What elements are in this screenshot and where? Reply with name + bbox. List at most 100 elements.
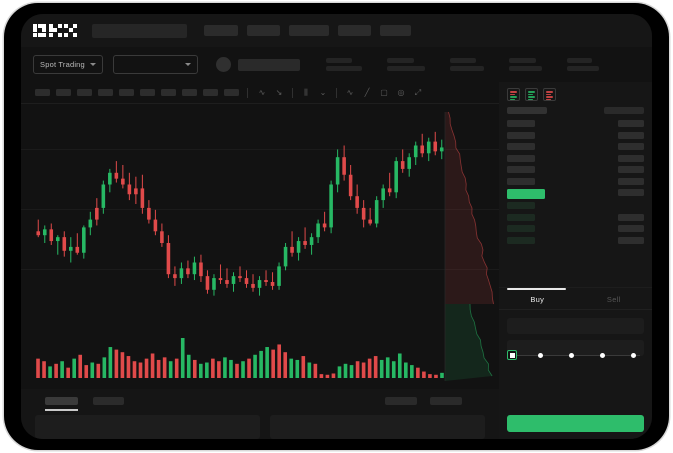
tab-buy-label: Buy	[530, 295, 545, 304]
buy-sell-tabs: Buy Sell	[499, 288, 652, 310]
slider-handle-inner	[510, 353, 515, 358]
volume-histogram	[36, 338, 444, 378]
market-type-label: Spot Trading	[40, 60, 85, 69]
stat-low-24h-label	[509, 58, 536, 63]
timeframe-5m[interactable]	[56, 89, 71, 96]
orderbook-bid-price[interactable]	[507, 213, 535, 221]
orderbook-ask-price[interactable]	[507, 120, 535, 127]
order-price-field[interactable]	[507, 318, 644, 334]
timeframe-30m[interactable]	[98, 89, 113, 96]
orderbook-view-both-icon[interactable]	[507, 88, 520, 101]
orderbook-ask-amount[interactable]	[618, 143, 644, 150]
timeframe-more[interactable]	[224, 89, 239, 96]
chevron-down-icon[interactable]: ⌄	[319, 87, 327, 97]
orders-card-right[interactable]	[269, 415, 485, 439]
settings-gear-icon[interactable]: ◎	[397, 87, 405, 97]
nav-item-1[interactable]	[204, 25, 238, 36]
slider-handle[interactable]	[507, 350, 517, 360]
pair-summary[interactable]	[216, 57, 300, 72]
nav-item-2[interactable]	[247, 25, 280, 36]
orders-card-left[interactable]	[35, 415, 260, 439]
order-book-panel[interactable]	[499, 82, 652, 287]
timeframe-4h[interactable]	[140, 89, 155, 96]
slider-step-50[interactable]	[569, 352, 574, 358]
chart-toolbar: ∿ ↘ ⫼ ⌄ ∿ ╱ ▢ ◎ ⤢	[21, 82, 499, 104]
stat-change-label	[387, 58, 414, 63]
orderbook-rows	[499, 107, 652, 275]
stat-volume-24h	[567, 58, 599, 71]
orderbook-ask-amount[interactable]	[618, 120, 644, 127]
amount-percent-slider[interactable]	[507, 350, 644, 360]
tab-order-history[interactable]	[93, 397, 124, 405]
timeframe-1h[interactable]	[119, 89, 134, 96]
orderbook-icon-bar	[546, 96, 553, 98]
buy-submit-button[interactable]	[507, 415, 644, 432]
orderbook-bid-price[interactable]	[507, 202, 535, 209]
orders-panel	[21, 389, 499, 439]
okx-logo-glyph-0	[33, 23, 46, 38]
nav-search-field[interactable]	[92, 23, 187, 38]
timeframe-buttons	[35, 89, 239, 96]
timeframe-15m[interactable]	[77, 89, 92, 96]
trade-form-panel[interactable]: Buy Sell	[499, 287, 652, 439]
nav-item-5[interactable]	[380, 25, 411, 36]
orderbook-view-bids-icon[interactable]	[525, 88, 538, 101]
toolbar-divider	[336, 87, 337, 98]
orderbook-ask-price[interactable]	[507, 143, 535, 150]
line-chart-icon[interactable]: ∿	[346, 87, 354, 97]
chevron-down-icon	[90, 63, 96, 66]
orderbook-ask-amount[interactable]	[618, 131, 644, 139]
tab-open-orders[interactable]	[45, 397, 78, 405]
tab-buy[interactable]: Buy	[499, 288, 576, 309]
indicators-icon[interactable]: ∿	[258, 87, 266, 97]
slider-step-25[interactable]	[538, 352, 543, 358]
orderbook-bid-price[interactable]	[507, 225, 535, 232]
timeframe-1m-month[interactable]	[203, 89, 218, 96]
depth-chart-overlay	[444, 111, 494, 381]
timeframe-1m[interactable]	[35, 89, 50, 96]
tab-sell[interactable]: Sell	[576, 288, 653, 309]
orderbook-ask-amount[interactable]	[618, 177, 644, 185]
avatar	[216, 57, 231, 72]
orderbook-bid-price[interactable]	[507, 236, 535, 244]
orderbook-bid-amount[interactable]	[618, 225, 644, 232]
orderbook-header-price	[507, 107, 547, 114]
stat-last-price-value	[326, 66, 362, 71]
orderbook-icon-bar	[528, 93, 533, 96]
fullscreen-icon[interactable]: ⤢	[414, 87, 422, 97]
compare-icon[interactable]: ↘	[275, 87, 283, 97]
orderbook-ask-amount[interactable]	[618, 154, 644, 162]
orderbook-bid-amount[interactable]	[618, 236, 644, 244]
order-amount-field[interactable]	[507, 340, 644, 356]
chart-type-icon[interactable]: ⫼	[304, 87, 308, 97]
price-chart-panel[interactable]	[21, 104, 499, 389]
orderbook-ask-amount[interactable]	[618, 166, 644, 173]
stat-volume-24h-value	[567, 66, 599, 71]
slider-step-75[interactable]	[600, 352, 605, 358]
bottom-action-1[interactable]	[385, 397, 417, 405]
bottom-action-2[interactable]	[430, 397, 462, 405]
camera-icon[interactable]: ▢	[380, 87, 388, 97]
okx-logo-glyph-1	[48, 23, 62, 38]
market-type-select[interactable]: Spot Trading	[33, 55, 103, 74]
timeframe-1w[interactable]	[182, 89, 197, 96]
chart-gridline	[21, 149, 499, 150]
pair-select[interactable]	[113, 55, 198, 74]
orderbook-view-asks-icon[interactable]	[543, 88, 556, 101]
orderbook-last-price-row[interactable]	[507, 189, 545, 199]
okx-logo[interactable]	[33, 23, 77, 38]
ticker-stats	[326, 58, 599, 71]
nav-item-4[interactable]	[338, 25, 371, 36]
orderbook-ask-price[interactable]	[507, 177, 535, 185]
orderbook-bid-amount[interactable]	[618, 213, 644, 221]
okx-logo-glyph-2	[64, 23, 77, 38]
timeframe-1d[interactable]	[161, 89, 176, 96]
candlestick-series	[36, 131, 444, 296]
stat-last-price-label	[326, 58, 352, 63]
slider-step-100[interactable]	[631, 352, 636, 358]
orderbook-ask-price[interactable]	[507, 166, 535, 173]
orderbook-ask-price[interactable]	[507, 131, 535, 139]
orderbook-ask-price[interactable]	[507, 154, 535, 162]
nav-item-3[interactable]	[289, 25, 329, 36]
drawing-tools-icon[interactable]: ╱	[364, 87, 370, 97]
